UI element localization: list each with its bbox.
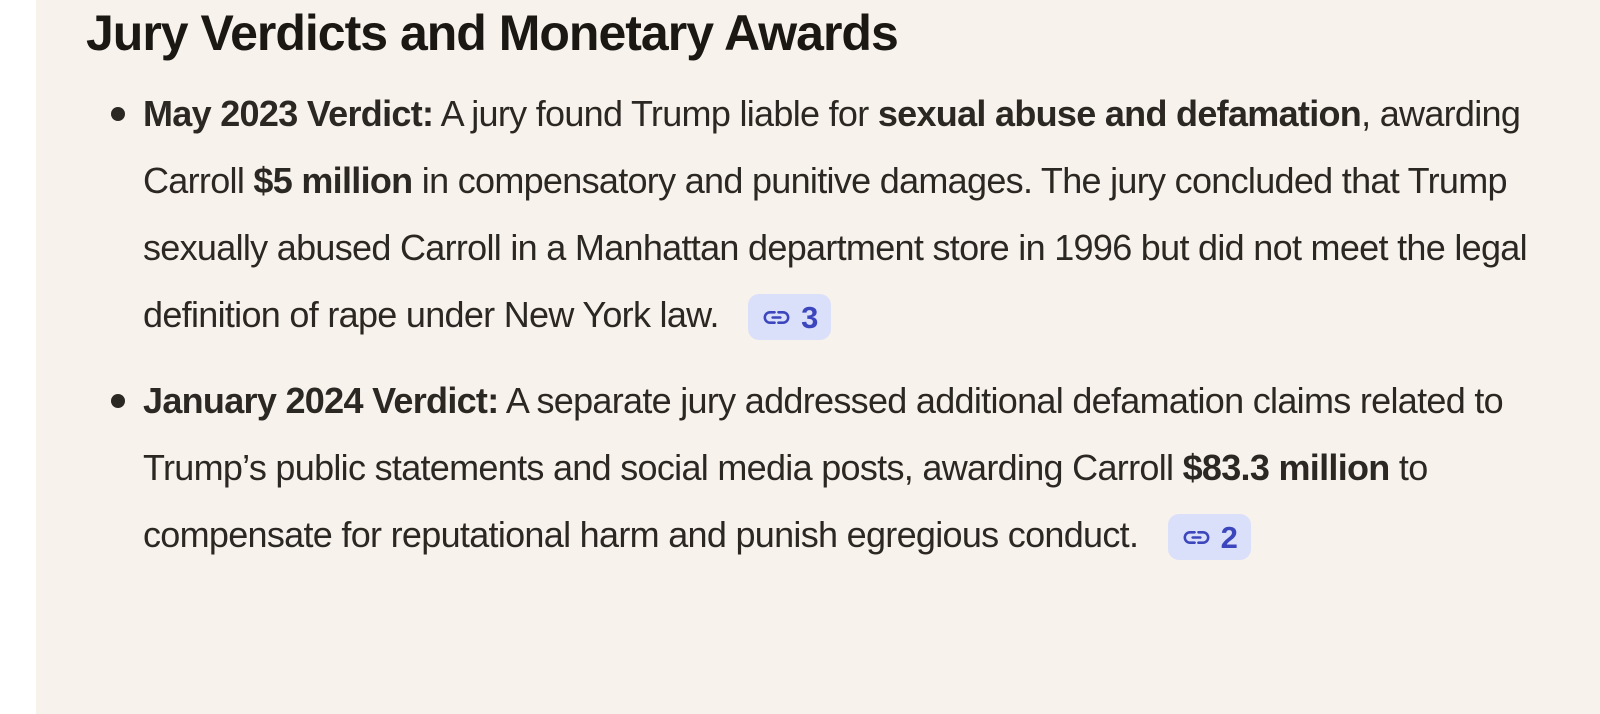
text-run: in compensatory and punitive damages. Th… — [143, 160, 1528, 335]
link-icon — [761, 302, 792, 333]
text-run: , awarding Carroll — [143, 93, 1521, 201]
text-run: $5 million — [253, 160, 413, 201]
text-run: January 2024 Verdict: — [143, 380, 499, 421]
text-run: $83.3 million — [1182, 447, 1391, 488]
list-item-text: May 2023 Verdict: A jury found Trump lia… — [143, 93, 1528, 335]
list-item: January 2024 Verdict: A separate jury ad… — [86, 367, 1548, 568]
answer-page: Jury Verdicts and Monetary Awards May 20… — [36, 0, 1600, 714]
text-run: to compensate for reputational harm and … — [143, 447, 1428, 555]
text-run: sexual abuse and defamation — [877, 93, 1362, 134]
verdict-list: May 2023 Verdict: A jury found Trump lia… — [86, 80, 1570, 568]
list-item: May 2023 Verdict: A jury found Trump lia… — [86, 80, 1548, 348]
citation-count: 2 — [1220, 519, 1238, 555]
citation-badge[interactable]: 3 — [748, 294, 832, 341]
text-run: May 2023 Verdict: — [143, 93, 434, 134]
citation-badge[interactable]: 2 — [1167, 514, 1251, 561]
text-run: A jury found Trump liable for — [433, 93, 878, 134]
citation-count: 3 — [801, 299, 819, 335]
text-run: A separate jury addressed additional def… — [143, 380, 1504, 488]
link-icon — [1181, 522, 1212, 553]
list-item-text: January 2024 Verdict: A separate jury ad… — [143, 380, 1504, 555]
left-gutter — [0, 0, 36, 714]
page-title: Jury Verdicts and Monetary Awards — [86, 5, 899, 61]
